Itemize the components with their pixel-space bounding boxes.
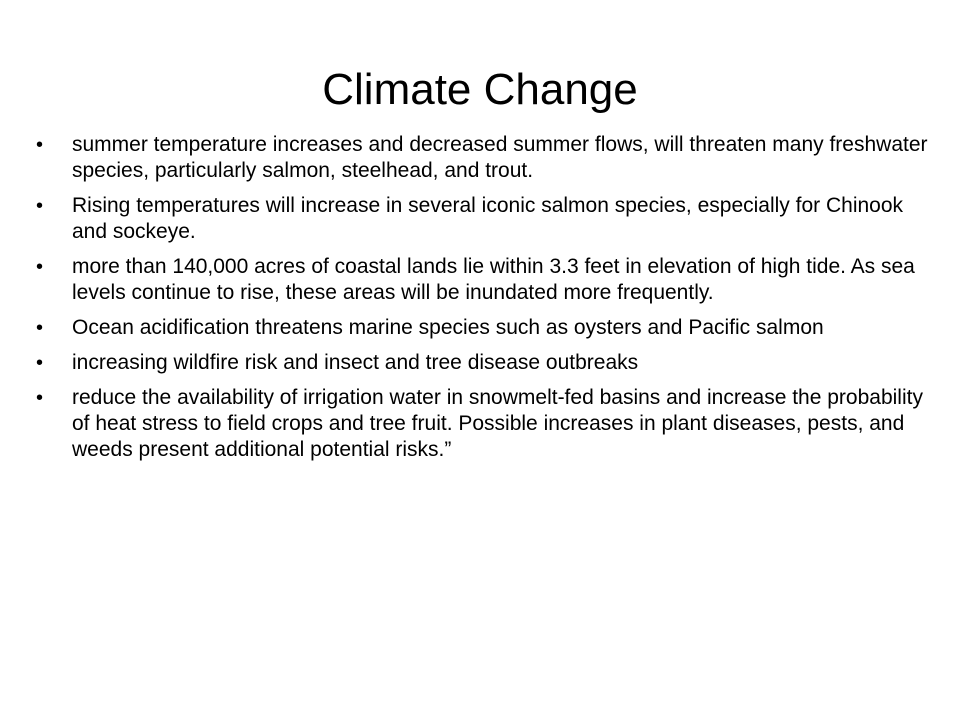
- bullet-item: • Rising temperatures will increase in s…: [36, 193, 942, 245]
- bullet-item: • increasing wildfire risk and insect an…: [36, 350, 942, 376]
- bullet-marker: •: [36, 352, 44, 374]
- bullet-marker: •: [36, 195, 44, 217]
- bullet-item: • reduce the availability of irrigation …: [36, 385, 942, 463]
- bullet-marker: •: [36, 387, 44, 409]
- bullet-text: Rising temperatures will increase in sev…: [72, 194, 904, 243]
- bullet-item: • more than 140,000 acres of coastal lan…: [36, 254, 942, 306]
- bullet-marker: •: [36, 317, 44, 339]
- bullet-text: more than 140,000 acres of coastal lands…: [72, 255, 915, 304]
- bullet-marker: •: [36, 256, 44, 278]
- bullet-item: • summer temperature increases and decre…: [36, 132, 942, 184]
- bullet-text: summer temperature increases and decreas…: [72, 133, 928, 182]
- bullet-item: • Ocean acidification threatens marine s…: [36, 315, 942, 341]
- bullet-marker: •: [36, 134, 44, 156]
- bullet-list: • summer temperature increases and decre…: [36, 132, 942, 472]
- slide-title: Climate Change: [322, 65, 638, 114]
- bullet-text: Ocean acidification threatens marine spe…: [72, 316, 824, 339]
- bullet-text: reduce the availability of irrigation wa…: [72, 386, 923, 461]
- bullet-text: increasing wildfire risk and insect and …: [72, 351, 639, 374]
